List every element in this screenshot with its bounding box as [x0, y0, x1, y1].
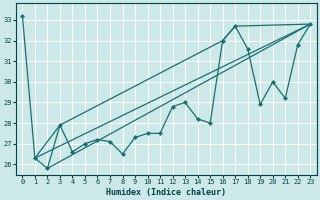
X-axis label: Humidex (Indice chaleur): Humidex (Indice chaleur): [106, 188, 226, 197]
